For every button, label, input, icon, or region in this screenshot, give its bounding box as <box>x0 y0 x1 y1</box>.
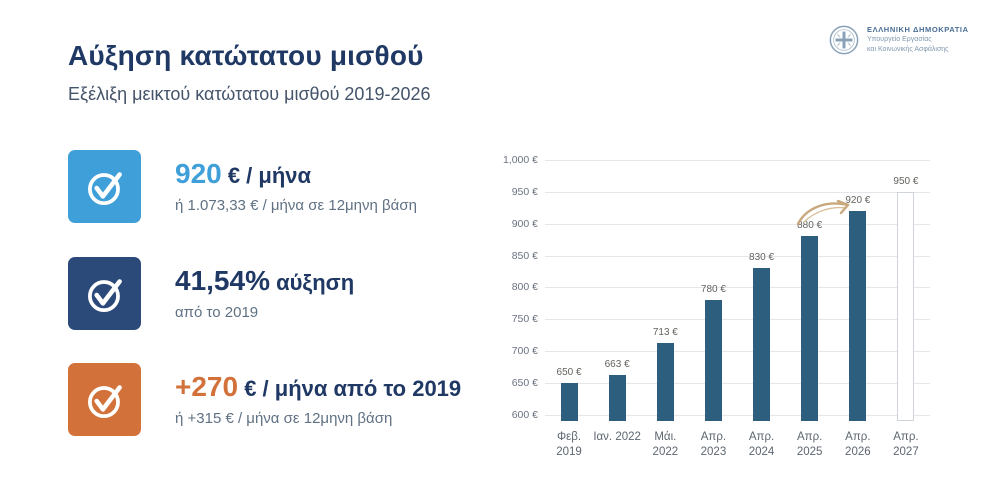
y-axis-tick-label: 650 € <box>511 377 538 389</box>
wage-bar <box>608 374 626 421</box>
wage-bar <box>849 211 867 421</box>
x-axis-category-label: Απρ. 2027 <box>893 431 919 458</box>
wage-bar <box>801 236 819 421</box>
hellenic-republic-emblem-icon <box>829 25 859 55</box>
x-axis-category-label: Μάι. 2022 <box>652 431 679 458</box>
bar-value-label: 780 € <box>700 284 726 296</box>
x-axis-category-label: Ιαν. 2022 <box>593 431 641 443</box>
stat-text: 920 € / μήνα ή 1.073,33 € / μήνα σε 12μη… <box>175 150 417 223</box>
stat-subtext: από το 2019 <box>175 304 259 321</box>
stat-rest: αύξηση <box>269 270 355 295</box>
chart-gridline <box>545 414 930 416</box>
y-axis-tick-label: 750 € <box>511 313 538 326</box>
y-axis-tick-label: 600 € <box>511 408 538 421</box>
stat-main-line: 920 € / μήνα <box>175 158 417 190</box>
chart-gridline <box>545 160 930 161</box>
wage-bar <box>656 342 674 421</box>
check-circle-icon <box>68 363 141 436</box>
checkmark-glyph <box>87 171 122 205</box>
checkmark-glyph <box>87 384 122 418</box>
logo-line-3: και Κοινωνικής Ασφάλισης <box>867 46 949 53</box>
check-circle-icon <box>68 150 141 223</box>
stat-rest: € / μήνα <box>221 163 312 188</box>
bar-value-label: 663 € <box>604 358 630 370</box>
x-axis-category-label: Απρ. 2025 <box>796 431 823 458</box>
chart-gridline <box>545 287 930 289</box>
minimum-wage-bar-chart: 650 € 663 € 713 € 780 € 830 € 880 € 920 € 950 €… <box>492 140 982 470</box>
stat-highlight: 41,54% <box>175 265 270 296</box>
government-logo: ΕΛΛΗΝΙΚΗ ΔΗΜΟΚΡΑΤΙΑ Υπουργείο Εργασίας κ… <box>828 24 969 56</box>
chart-gridline <box>545 351 930 353</box>
y-axis-tick-label: 1,000 € <box>502 154 538 166</box>
chart-plot-area: 650 € 663 € 713 € 780 € 830 € 880 € 920 € 950 € <box>545 160 930 421</box>
stat-text: 41,54% αύξηση από το 2019 <box>175 257 354 330</box>
stat-text: +270 € / μήνα από το 2019 ή +315 € / μήν… <box>175 363 461 436</box>
chart-gridline <box>545 255 930 257</box>
bar-value-label: 830 € <box>749 252 775 264</box>
chart-gridline <box>545 383 930 384</box>
y-axis-tick-label: 800 € <box>511 281 538 294</box>
page-subtitle: Εξέλιξη μεικτού κατώτατου μισθού 2019-20… <box>68 84 431 104</box>
y-axis-tick-label: 850 € <box>511 249 538 262</box>
stat-main-line: +270 € / μήνα από το 2019 <box>175 371 461 403</box>
bar-value-label: 950 € <box>893 175 919 187</box>
stat-highlight: +270 <box>175 371 239 402</box>
bar-value-label: 880 € <box>797 220 823 232</box>
logo-line-2: Υπουργείο Εργασίας <box>867 36 932 43</box>
y-axis-tick-label: 900 € <box>511 217 538 230</box>
stat-row-monthly-wage: 920 € / μήνα ή 1.073,33 € / μήνα σε 12μη… <box>68 150 417 223</box>
stat-main-line: 41,54% αύξηση <box>175 265 354 297</box>
wage-bar <box>753 268 771 421</box>
x-axis-category-label: Απρ. 2024 <box>748 431 775 458</box>
stat-row-percent-increase: 41,54% αύξηση από το 2019 <box>68 257 354 330</box>
y-axis-tick-label: 950 € <box>511 185 538 198</box>
y-axis-tick-label: 700 € <box>511 345 538 358</box>
logo-line-1: ΕΛΛΗΝΙΚΗ ΔΗΜΟΚΡΑΤΙΑ <box>867 25 969 34</box>
x-axis-category-label: Φεβ. 2019 <box>556 431 582 458</box>
stat-row-euro-increase: +270 € / μήνα από το 2019 ή +315 € / μήν… <box>68 363 461 436</box>
logo-text: ΕΛΛΗΝΙΚΗ ΔΗΜΟΚΡΑΤΙΑ Υπουργείο Εργασίας κ… <box>867 25 969 55</box>
checkmark-glyph <box>87 278 122 312</box>
stat-highlight: 920 <box>175 158 222 189</box>
page-title: Αύξηση κατώτατου μισθού <box>68 40 424 71</box>
wage-bar <box>560 383 578 421</box>
x-axis-category-label: Απρ. 2023 <box>700 431 727 458</box>
stat-subtext: ή +315 € / μήνα σε 12μηνη βάση <box>175 410 393 427</box>
wage-bar <box>897 191 915 421</box>
chart-gridline <box>545 223 930 225</box>
chart-gridline <box>545 191 930 193</box>
bar-value-label: 650 € <box>556 367 582 378</box>
wage-bar <box>704 300 722 421</box>
bar-value-label: 920 € <box>845 195 871 206</box>
x-axis-category-label: Απρ. 2026 <box>845 431 871 458</box>
check-circle-icon <box>68 257 141 330</box>
bar-value-label: 713 € <box>652 326 678 338</box>
chart-gridline <box>545 319 930 321</box>
stat-rest: € / μήνα από το 2019 <box>238 376 462 401</box>
stat-subtext: ή 1.073,33 € / μήνα σε 12μηνη βάση <box>175 197 417 214</box>
